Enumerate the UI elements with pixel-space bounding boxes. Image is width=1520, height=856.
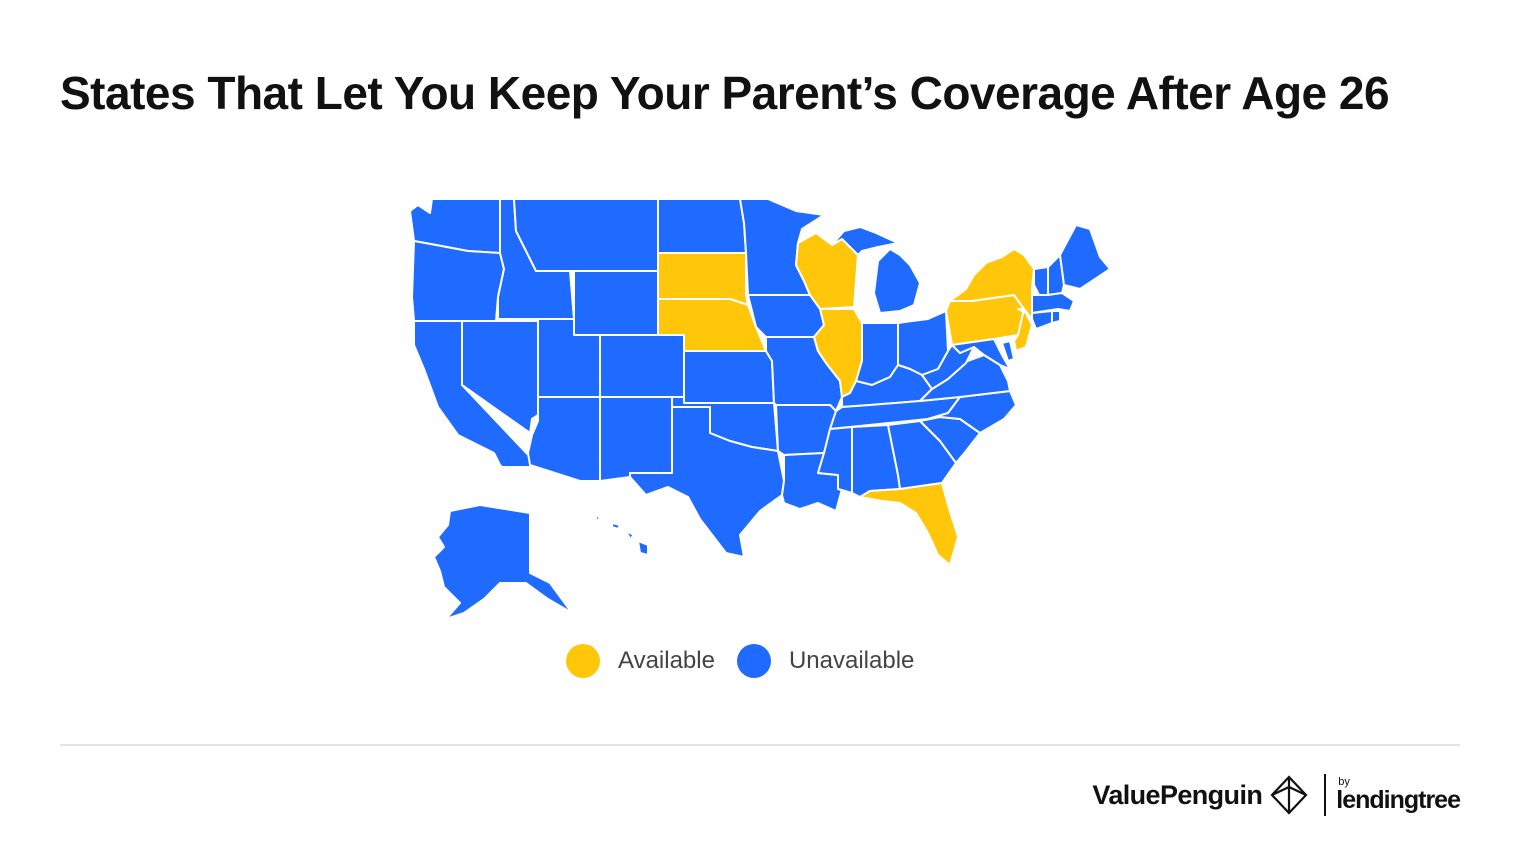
state-vt[interactable] [1033, 266, 1049, 298]
brand-footer: ValuePenguin by lendingtree [1092, 774, 1461, 816]
state-pa[interactable] [945, 294, 1025, 346]
state-me[interactable] [1059, 224, 1111, 290]
legend-swatch-available [566, 644, 600, 678]
state-nd[interactable] [657, 198, 747, 254]
brand-valuepenguin: ValuePenguin [1092, 779, 1263, 810]
state-wi[interactable] [795, 232, 859, 310]
state-tx[interactable] [629, 406, 785, 558]
state-ks[interactable] [683, 350, 775, 404]
valuepenguin-logo-icon [1270, 775, 1308, 815]
map-legend: Available Unavailable [566, 644, 936, 678]
state-mt[interactable] [513, 198, 659, 272]
brand-lendingtree: by lendingtree [1336, 776, 1461, 814]
state-nc[interactable] [927, 390, 1017, 434]
state-mi[interactable] [873, 248, 921, 314]
state-mi-up[interactable] [831, 226, 899, 256]
state-ak[interactable] [433, 504, 573, 620]
brand-lendingtree-name: lendingtree [1336, 786, 1461, 814]
state-ia[interactable] [747, 294, 825, 338]
legend-label-available: Available [618, 647, 715, 674]
state-hi-2[interactable] [611, 522, 621, 530]
legend-item-unavailable: Unavailable [736, 644, 915, 678]
state-fl[interactable] [859, 482, 959, 566]
brand-by: by [1338, 776, 1350, 788]
us-map-svg [409, 198, 1111, 620]
us-map [400, 185, 1120, 625]
state-ny[interactable] [949, 248, 1035, 320]
state-or[interactable] [411, 240, 505, 322]
state-wy[interactable] [573, 270, 659, 336]
state-nj[interactable] [1013, 308, 1033, 352]
state-az[interactable] [527, 396, 601, 482]
state-nm[interactable] [599, 396, 673, 482]
brand-separator [1324, 774, 1327, 816]
page-title: States That Let You Keep Your Parent’s C… [60, 67, 1390, 119]
state-ct[interactable] [1031, 310, 1053, 330]
state-ri[interactable] [1051, 310, 1061, 324]
state-hi-3[interactable] [625, 530, 635, 540]
state-hi-1[interactable] [593, 514, 601, 522]
state-sd[interactable] [657, 252, 749, 306]
state-co[interactable] [599, 334, 685, 398]
state-hi-4[interactable] [637, 540, 649, 556]
legend-swatch-unavailable [736, 644, 771, 678]
state-md[interactable] [951, 338, 1011, 370]
state-de[interactable] [1001, 340, 1015, 362]
footer-divider [60, 744, 1460, 746]
legend-item-available: Available [566, 644, 715, 678]
legend-label-unavailable: Unavailable [788, 647, 915, 674]
state-nh[interactable] [1047, 254, 1065, 296]
